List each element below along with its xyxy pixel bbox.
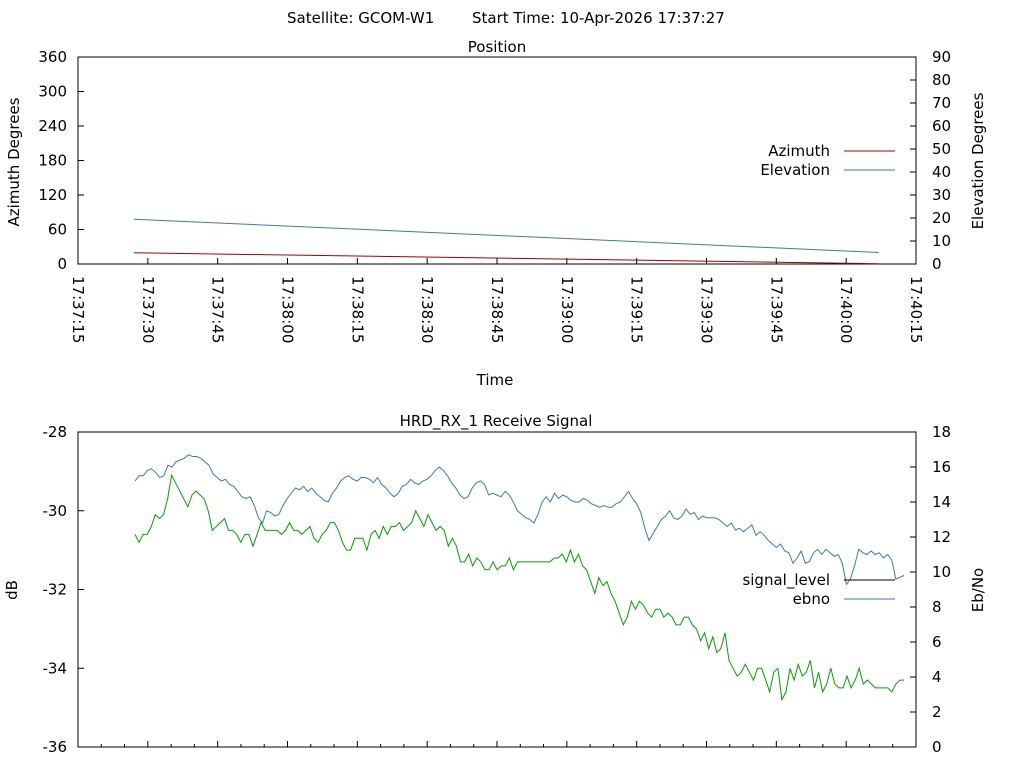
ebno-tick-label: 14 — [932, 493, 951, 511]
signal-legend: signal_level ebno — [742, 571, 895, 608]
elevation-tick-label: 0 — [932, 255, 942, 273]
azimuth-tick-label: 240 — [38, 117, 67, 135]
azimuth-tick-label: 0 — [57, 255, 67, 273]
series-line-signal-level — [134, 473, 904, 702]
position-azimuth-axis: 0 60 120 180 240 300 360 — [38, 48, 84, 273]
elevation-tick-label: 90 — [932, 48, 951, 66]
start-time-label: Start Time: 10-Apr-2026 17:37:27 — [472, 9, 725, 27]
legend-signal-level-label: signal_level — [742, 571, 830, 590]
db-tick-label: -30 — [43, 502, 68, 520]
db-tick-label: -32 — [43, 581, 68, 599]
position-chart: Position 0 60 120 180 240 300 360 0 10 20 30 40 50 6… — [5, 38, 987, 389]
signal-y2label: Eb/No — [969, 568, 987, 612]
position-legend: Azimuth Elevation — [760, 142, 895, 179]
time-tick-label: 17:37:15 — [69, 276, 87, 343]
time-tick-label: 17:39:15 — [628, 276, 646, 343]
series-line-elevation — [133, 218, 879, 253]
azimuth-tick-label: 360 — [38, 48, 67, 66]
db-tick-label: -28 — [43, 423, 68, 441]
time-tick-label: 17:37:30 — [139, 276, 157, 343]
time-tick-label: 17:37:45 — [209, 276, 227, 343]
signal-ylabel: dB — [3, 580, 21, 600]
position-y2label: Elevation Degrees — [969, 92, 987, 229]
azimuth-tick-label: 60 — [48, 221, 67, 239]
signal-db-axis: -36 -34 -32 -30 -28 — [43, 423, 84, 756]
time-tick-label: 17:40:00 — [837, 276, 855, 343]
db-tick-label: -34 — [43, 659, 68, 677]
elevation-tick-label: 50 — [932, 140, 951, 158]
time-tick-label: 17:38:45 — [488, 276, 506, 343]
position-xlabel: Time — [476, 371, 514, 389]
position-elevation-axis: 0 10 20 30 40 50 60 70 80 90 — [910, 48, 951, 273]
ebno-tick-label: 2 — [932, 703, 942, 721]
elevation-tick-label: 30 — [932, 186, 951, 204]
satellite-label: Satellite: GCOM-W1 — [287, 9, 434, 27]
signal-plot-frame — [77, 431, 917, 748]
time-tick-label: 17:39:30 — [698, 276, 716, 343]
signal-chart-title: HRD_RX_1 Receive Signal — [400, 412, 593, 431]
signal-chart: HRD_RX_1 Receive Signal -36-34-32-30-28 … — [3, 412, 987, 756]
ebno-tick-label: 10 — [932, 563, 951, 581]
azimuth-tick-label: 300 — [38, 83, 67, 101]
series-line-azimuth — [133, 252, 879, 265]
elevation-tick-label: 20 — [932, 209, 951, 227]
db-tick-label: -36 — [43, 738, 68, 756]
time-tick-label: 17:39:45 — [767, 276, 785, 343]
azimuth-tick-label: 180 — [38, 152, 67, 170]
time-tick-label: 17:38:30 — [418, 276, 436, 343]
ebno-tick-label: 18 — [932, 423, 951, 441]
time-tick-label: 17:38:15 — [348, 276, 366, 343]
time-tick-label: 17:40:15 — [907, 276, 925, 343]
ebno-tick-label: 6 — [932, 633, 942, 651]
ebno-tick-label: 8 — [932, 598, 942, 616]
series-line-ebno — [134, 454, 905, 586]
ebno-tick-label: 0 — [932, 738, 942, 756]
elevation-tick-label: 10 — [932, 232, 951, 250]
signal-series — [134, 454, 905, 702]
time-tick-label: 17:38:00 — [279, 276, 297, 343]
ebno-tick-label: 16 — [932, 458, 951, 476]
elevation-tick-label: 60 — [932, 117, 951, 135]
position-chart-title: Position — [468, 38, 526, 56]
legend-azimuth-label: Azimuth — [768, 142, 830, 160]
elevation-tick-label: 80 — [932, 71, 951, 89]
legend-ebno-label: ebno — [793, 590, 830, 608]
legend-elevation-label: Elevation — [760, 161, 830, 179]
signal-ebno-axis: 0 2 4 6 8 10 12 14 16 18 — [910, 423, 951, 756]
elevation-tick-label: 70 — [932, 94, 951, 112]
position-series — [133, 218, 879, 265]
ebno-tick-label: 4 — [932, 668, 942, 686]
ebno-tick-label: 12 — [932, 528, 951, 546]
time-tick-label: 17:39:00 — [558, 276, 576, 343]
position-time-axis: 17:37:15 17:37:30 17:37:45 17:38:00 17:38:15… — [69, 258, 925, 343]
azimuth-tick-label: 120 — [38, 186, 67, 204]
signal-time-axis — [77, 741, 917, 747]
position-ylabel: Azimuth Degrees — [5, 97, 23, 226]
elevation-tick-label: 40 — [932, 163, 951, 181]
